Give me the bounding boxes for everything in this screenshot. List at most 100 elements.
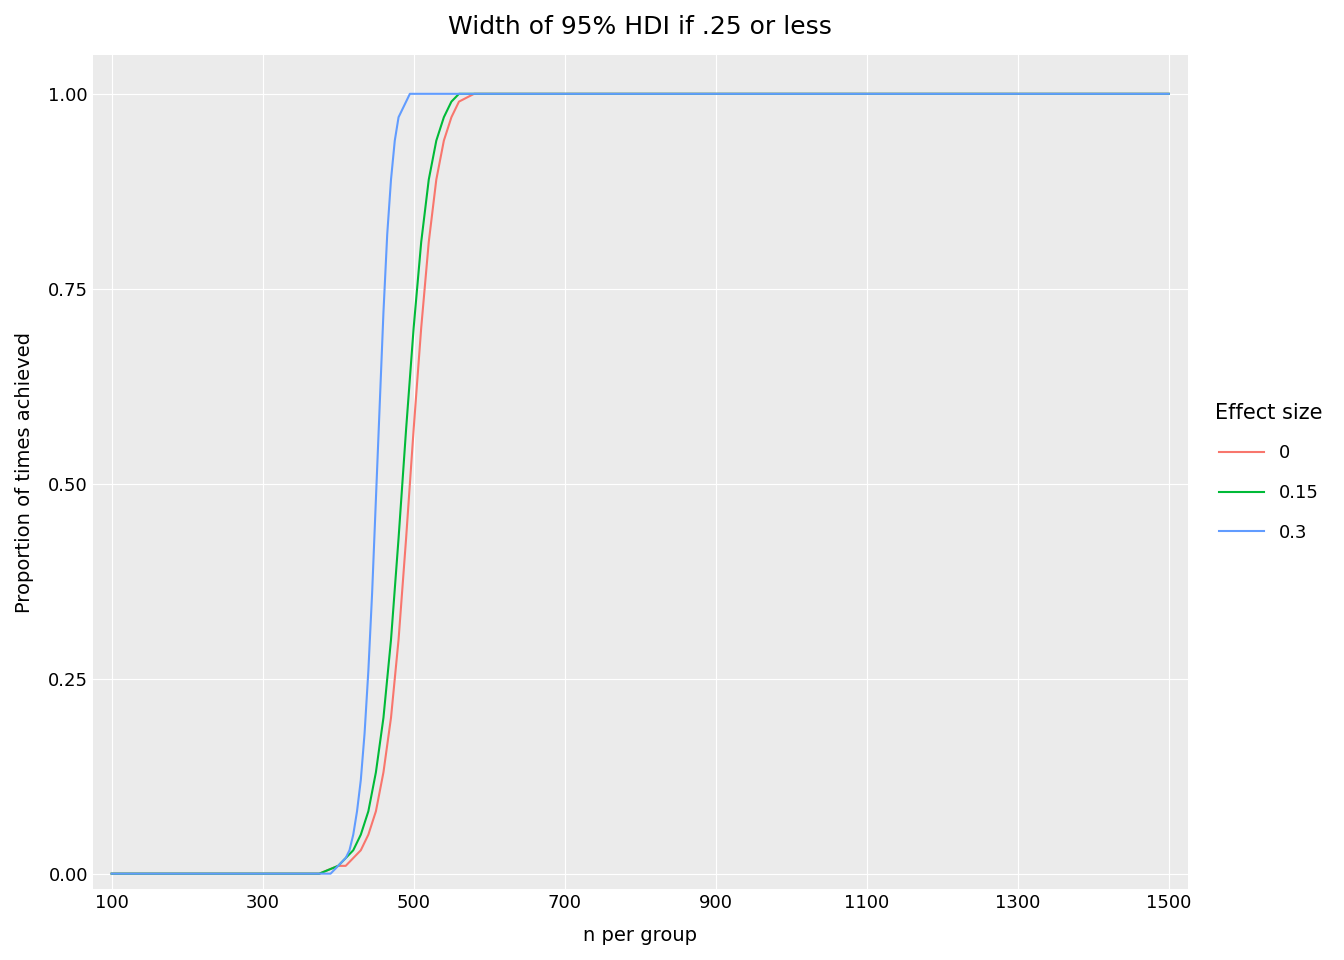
0.3 [356, 728, 372, 739]
0.15 [254, 868, 270, 879]
0 [934, 88, 950, 100]
0.15 [444, 96, 460, 108]
0.15 [1009, 88, 1025, 100]
0.3 [859, 88, 875, 100]
0.3 [421, 88, 437, 100]
0 [519, 88, 535, 100]
0.3 [1161, 88, 1177, 100]
0 [421, 236, 437, 248]
0.3 [413, 88, 429, 100]
0.3 [1085, 88, 1101, 100]
0 [337, 860, 353, 872]
0 [1009, 88, 1025, 100]
0.3 [481, 88, 497, 100]
0.3 [406, 88, 422, 100]
0 [450, 96, 466, 108]
0.3 [429, 88, 445, 100]
0.15 [368, 766, 384, 778]
0.3 [349, 805, 366, 817]
0.15 [632, 88, 648, 100]
0.3 [934, 88, 950, 100]
0.15 [391, 533, 407, 544]
0.3 [179, 868, 195, 879]
0 [345, 852, 362, 864]
0.3 [391, 111, 407, 123]
0.15 [383, 634, 399, 645]
0.3 [435, 88, 452, 100]
0 [429, 174, 445, 185]
0.15 [784, 88, 800, 100]
0 [466, 88, 482, 100]
0.3 [323, 868, 339, 879]
0.3 [352, 775, 368, 786]
0.3 [708, 88, 724, 100]
0.15 [375, 712, 391, 724]
0 [1161, 88, 1177, 100]
0.15 [708, 88, 724, 100]
0 [368, 805, 384, 817]
0 [391, 634, 407, 645]
0.15 [1085, 88, 1101, 100]
0.3 [784, 88, 800, 100]
0.3 [450, 88, 466, 100]
0.3 [103, 868, 120, 879]
0.15 [429, 134, 445, 146]
0.3 [387, 134, 403, 146]
0.3 [383, 174, 399, 185]
0.3 [254, 868, 270, 879]
0 [293, 868, 309, 879]
0.3 [632, 88, 648, 100]
0.3 [1009, 88, 1025, 100]
0 [179, 868, 195, 879]
0.3 [444, 88, 460, 100]
0.3 [293, 868, 309, 879]
0 [406, 423, 422, 435]
0.3 [337, 852, 353, 864]
0 [1085, 88, 1101, 100]
0.15 [103, 868, 120, 879]
0.3 [402, 88, 418, 100]
0 [413, 322, 429, 333]
Legend: 0, 0.15, 0.3: 0, 0.15, 0.3 [1208, 396, 1329, 549]
0 [556, 88, 573, 100]
0.3 [466, 88, 482, 100]
0 [444, 111, 460, 123]
X-axis label: n per group: n per group [583, 926, 698, 945]
0 [632, 88, 648, 100]
0 [435, 134, 452, 146]
0.15 [293, 868, 309, 879]
0.3 [379, 228, 395, 240]
0 [784, 88, 800, 100]
0.3 [345, 828, 362, 840]
0.15 [337, 852, 353, 864]
0.3 [371, 400, 387, 412]
0.15 [352, 828, 368, 840]
Y-axis label: Proportion of times achieved: Proportion of times achieved [15, 331, 34, 612]
0.15 [345, 845, 362, 856]
0.3 [341, 845, 358, 856]
0.3 [394, 104, 410, 115]
0.15 [466, 88, 482, 100]
0.15 [481, 88, 497, 100]
0.15 [179, 868, 195, 879]
0.3 [364, 588, 380, 599]
0.15 [331, 860, 347, 872]
Line: 0: 0 [112, 94, 1169, 874]
0 [398, 533, 414, 544]
Title: Width of 95% HDI if .25 or less: Width of 95% HDI if .25 or less [449, 15, 832, 39]
0.3 [360, 665, 376, 677]
0.15 [312, 868, 328, 879]
0.3 [331, 860, 347, 872]
0.3 [375, 306, 391, 318]
0 [360, 828, 376, 840]
0.15 [450, 88, 466, 100]
0 [859, 88, 875, 100]
Line: 0.15: 0.15 [112, 94, 1169, 874]
0 [312, 868, 328, 879]
0.15 [413, 236, 429, 248]
0 [254, 868, 270, 879]
0.15 [1161, 88, 1177, 100]
0 [103, 868, 120, 879]
0.15 [398, 423, 414, 435]
0.3 [312, 868, 328, 879]
